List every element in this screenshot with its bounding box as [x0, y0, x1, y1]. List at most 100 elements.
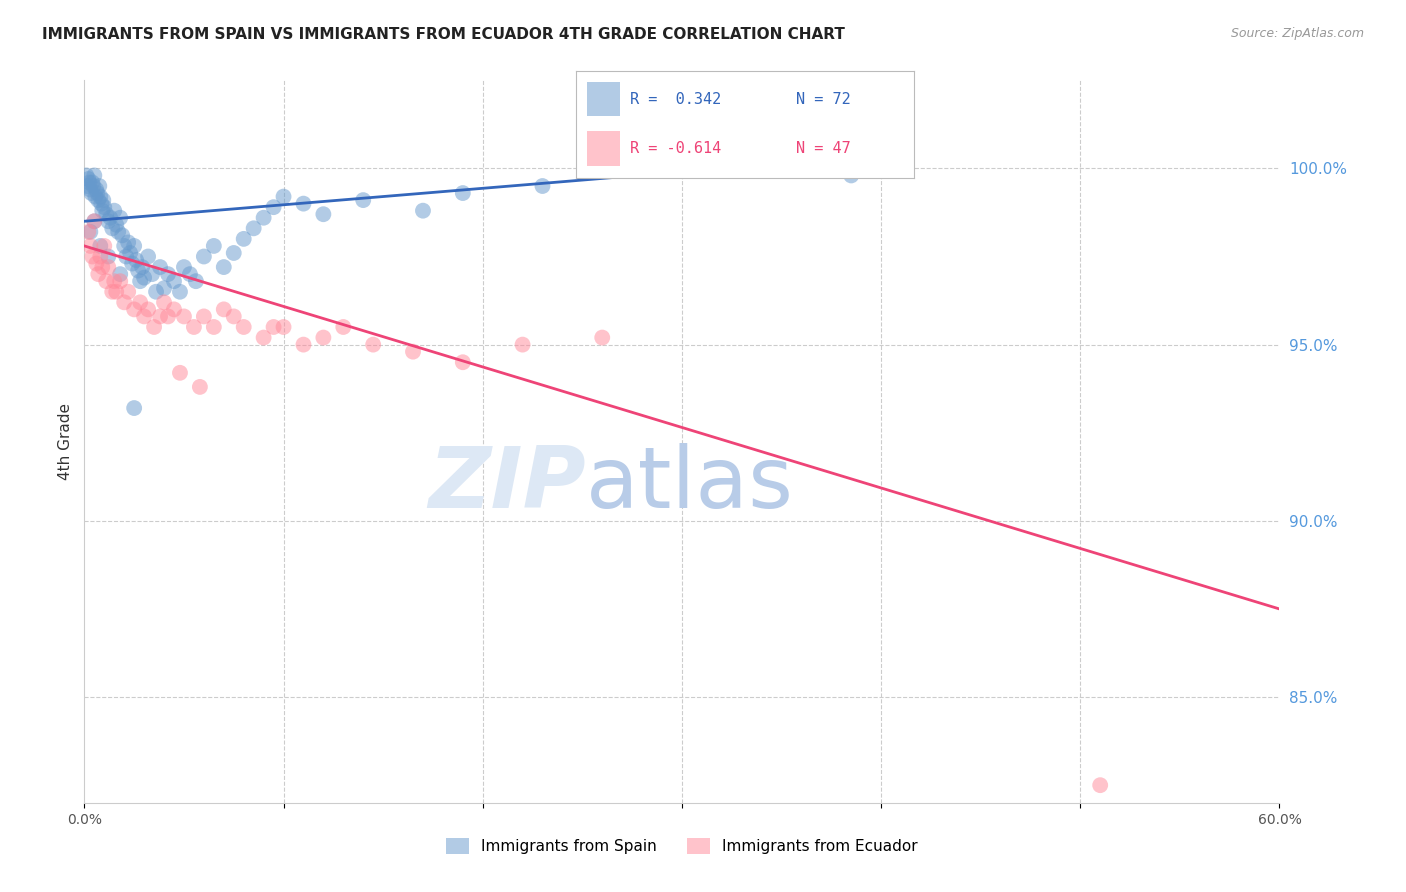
- Point: [145, 285, 167, 299]
- Point: [253, 211, 276, 225]
- Point: [153, 295, 176, 310]
- Point: [183, 320, 205, 334]
- Point: [91, 260, 114, 274]
- Point: [89, 250, 111, 264]
- Point: [153, 281, 176, 295]
- Point: [79, 239, 101, 253]
- Point: [202, 239, 225, 253]
- Point: [512, 337, 534, 351]
- Point: [188, 380, 211, 394]
- Point: [149, 310, 172, 324]
- Point: [110, 211, 132, 225]
- Point: [93, 200, 115, 214]
- Point: [1090, 778, 1112, 792]
- Point: [79, 225, 101, 239]
- Point: [115, 250, 138, 264]
- Point: [82, 176, 104, 190]
- Point: [110, 274, 132, 288]
- Point: [193, 250, 215, 264]
- Point: [132, 270, 156, 285]
- Point: [141, 267, 163, 281]
- Point: [97, 260, 120, 274]
- Text: N = 72: N = 72: [796, 92, 851, 107]
- Point: [212, 302, 235, 317]
- Point: [591, 330, 613, 344]
- Point: [253, 330, 276, 344]
- Point: [120, 246, 142, 260]
- Point: [122, 401, 145, 415]
- Point: [143, 320, 166, 334]
- Point: [273, 189, 295, 203]
- Point: [173, 310, 195, 324]
- Point: [292, 196, 315, 211]
- Point: [402, 344, 425, 359]
- Point: [451, 355, 474, 369]
- Point: [122, 239, 145, 253]
- Point: [111, 228, 134, 243]
- Point: [83, 169, 105, 183]
- Point: [451, 186, 474, 200]
- Point: [149, 260, 172, 274]
- Point: [98, 211, 121, 225]
- Point: [107, 225, 129, 239]
- Point: [412, 203, 434, 218]
- Text: ZIP: ZIP: [429, 443, 586, 526]
- Point: [136, 250, 159, 264]
- Point: [312, 207, 335, 221]
- Y-axis label: 4th Grade: 4th Grade: [58, 403, 73, 480]
- Point: [86, 182, 108, 196]
- Point: [129, 295, 152, 310]
- Point: [232, 320, 254, 334]
- Point: [292, 337, 315, 351]
- Point: [132, 310, 156, 324]
- Point: [79, 182, 101, 196]
- Point: [90, 196, 112, 211]
- Point: [222, 246, 245, 260]
- Point: [157, 267, 180, 281]
- Text: N = 47: N = 47: [796, 141, 851, 156]
- Point: [91, 203, 114, 218]
- Point: [173, 260, 195, 274]
- Point: [96, 207, 118, 221]
- Point: [83, 214, 105, 228]
- Point: [136, 302, 159, 317]
- Text: R = -0.614: R = -0.614: [630, 141, 721, 156]
- Point: [121, 256, 143, 270]
- Point: [77, 225, 100, 239]
- Point: [127, 263, 149, 277]
- Point: [112, 239, 135, 253]
- Point: [169, 285, 191, 299]
- Point: [263, 200, 285, 214]
- Point: [89, 179, 111, 194]
- Point: [129, 274, 152, 288]
- Point: [531, 179, 554, 194]
- Bar: [586, 131, 620, 166]
- Point: [212, 260, 235, 274]
- Point: [163, 302, 186, 317]
- Point: [75, 169, 97, 183]
- Point: [105, 285, 128, 299]
- Point: [89, 239, 111, 253]
- Point: [202, 320, 225, 334]
- Point: [82, 179, 104, 194]
- Point: [101, 285, 124, 299]
- Legend: Immigrants from Spain, Immigrants from Ecuador: Immigrants from Spain, Immigrants from E…: [440, 832, 924, 860]
- Point: [96, 274, 118, 288]
- Point: [242, 221, 264, 235]
- Point: [839, 169, 862, 183]
- Text: IMMIGRANTS FROM SPAIN VS IMMIGRANTS FROM ECUADOR 4TH GRADE CORRELATION CHART: IMMIGRANTS FROM SPAIN VS IMMIGRANTS FROM…: [42, 27, 845, 42]
- Point: [82, 250, 104, 264]
- Point: [179, 267, 201, 281]
- Point: [76, 179, 98, 194]
- Point: [232, 232, 254, 246]
- Point: [87, 193, 110, 207]
- Point: [97, 250, 120, 264]
- Point: [312, 330, 335, 344]
- Point: [97, 214, 120, 228]
- Point: [103, 203, 125, 218]
- Point: [193, 310, 215, 324]
- Point: [125, 253, 148, 268]
- Point: [105, 218, 128, 232]
- Point: [112, 295, 135, 310]
- Point: [93, 239, 115, 253]
